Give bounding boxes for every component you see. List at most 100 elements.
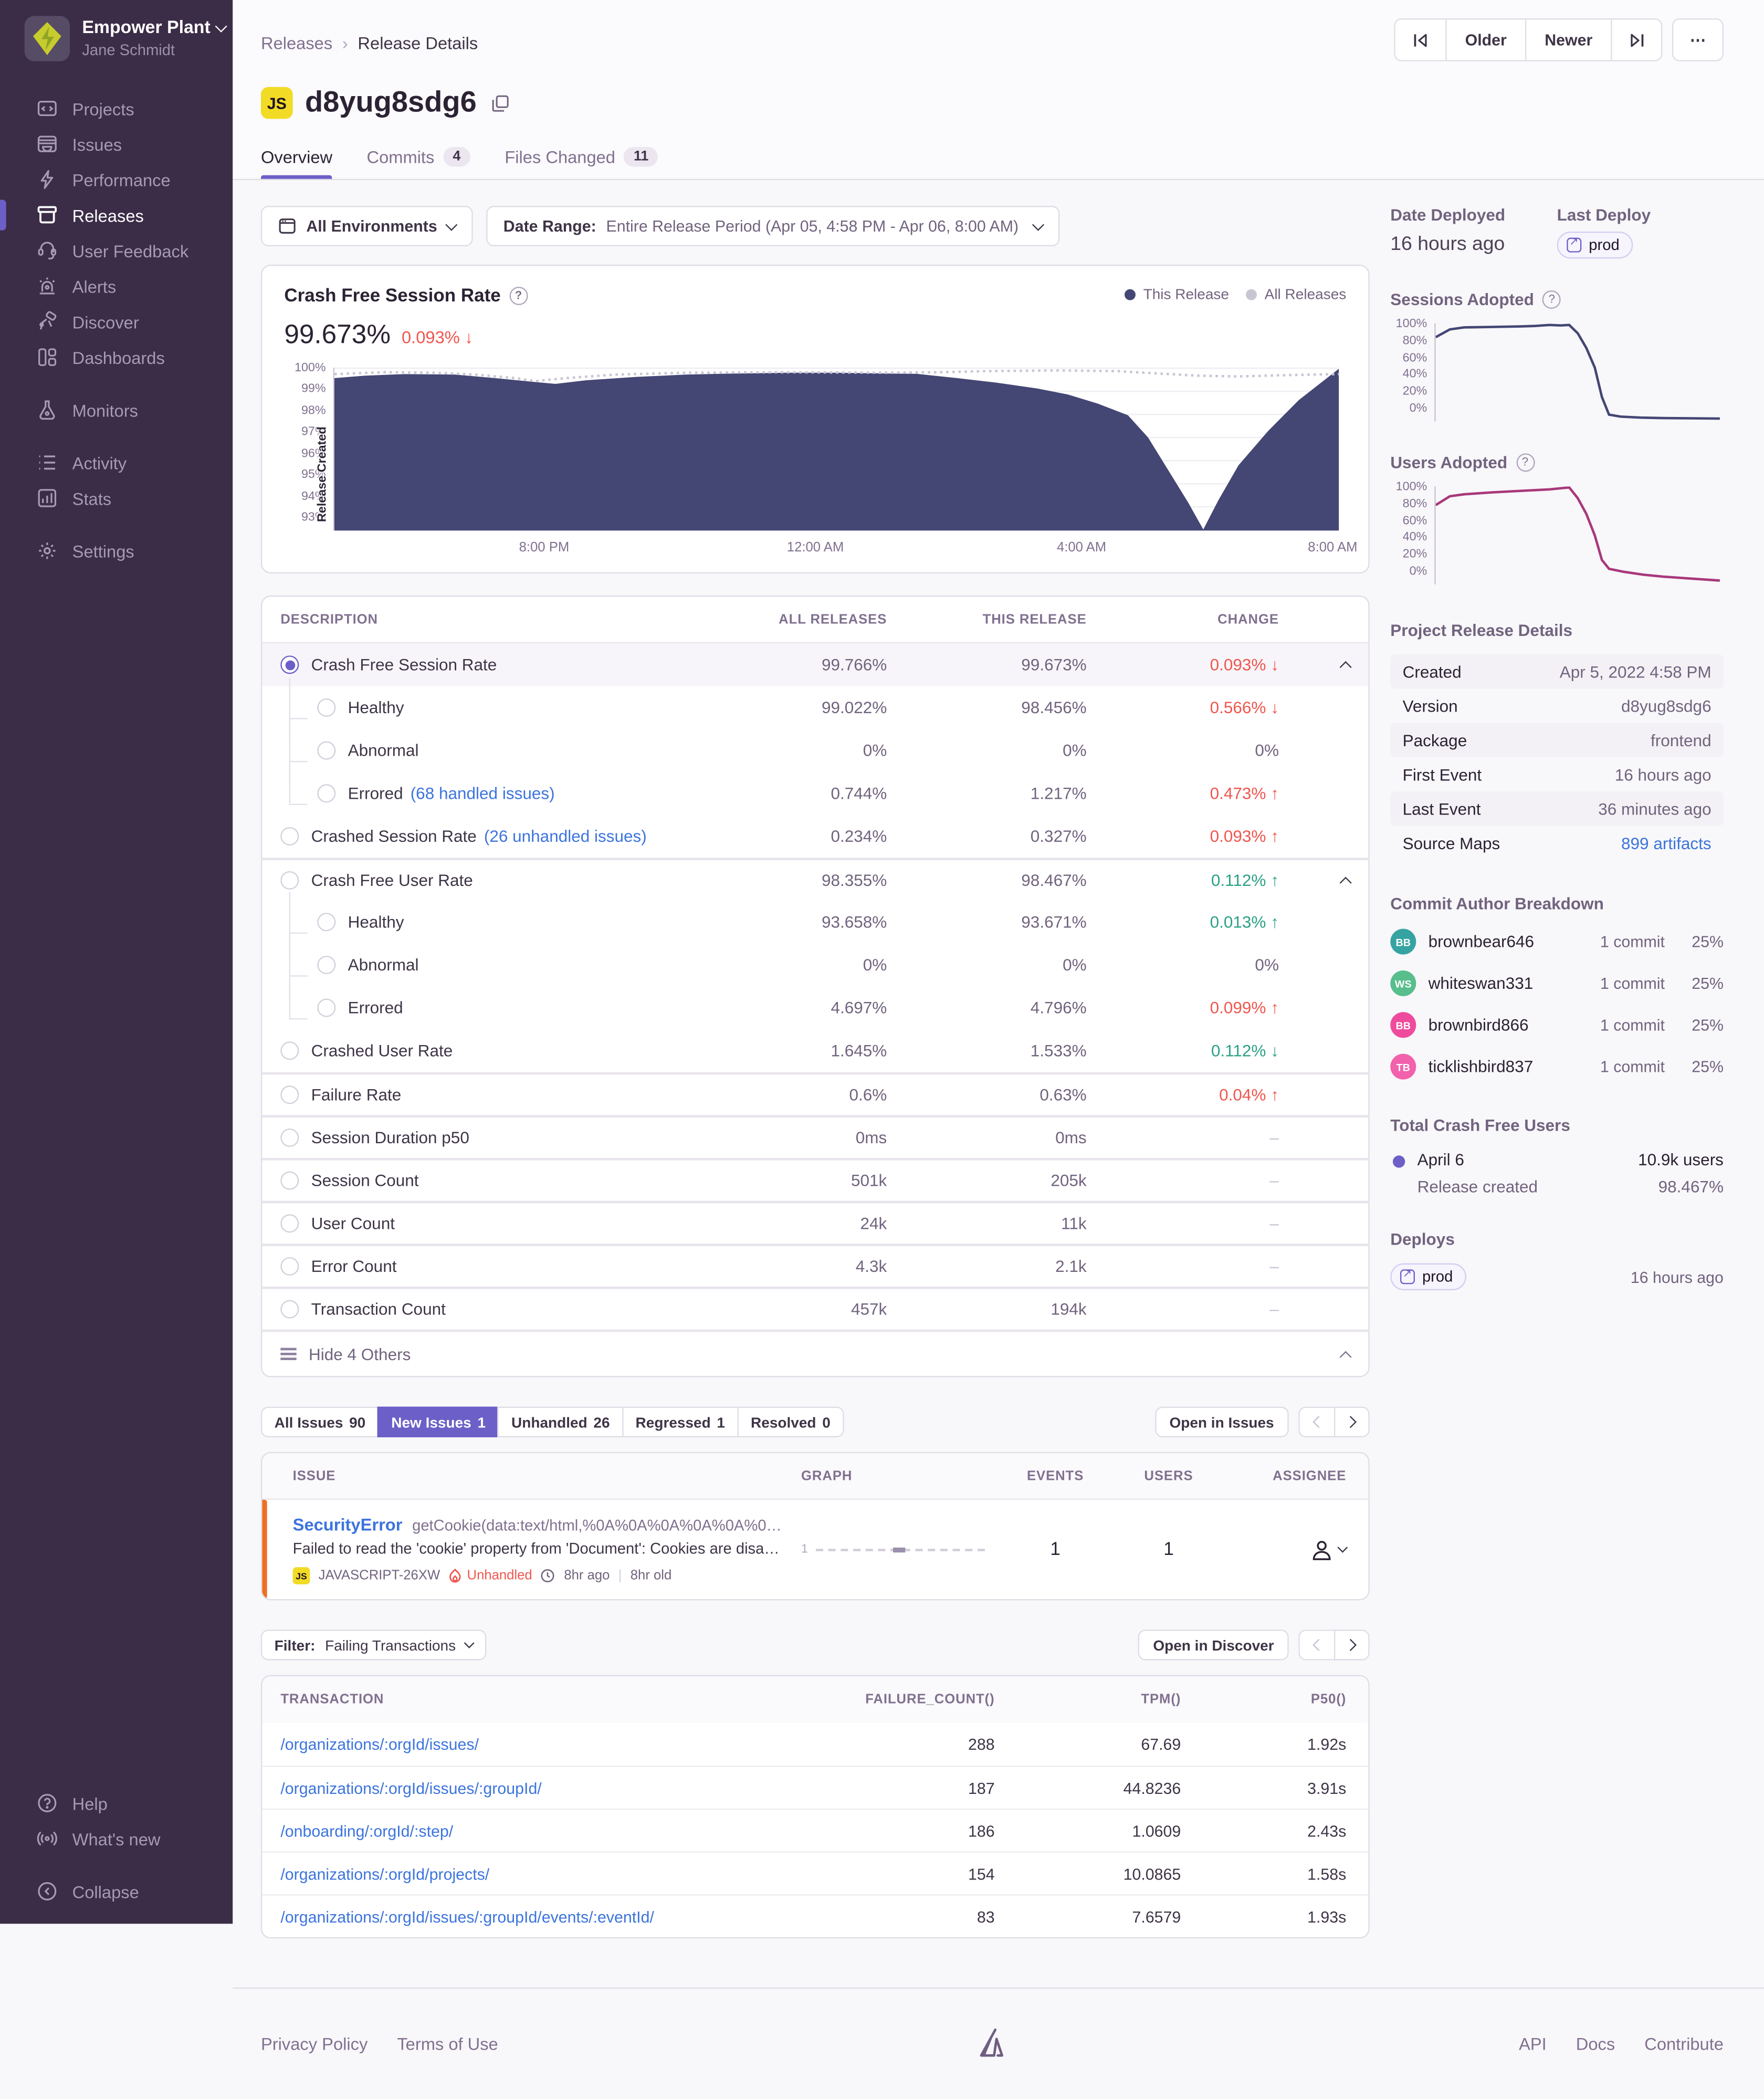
radio[interactable] [280, 1300, 299, 1319]
sidebar-item-stats[interactable]: Stats [0, 481, 233, 516]
metric-row-crashed-session-rate[interactable]: Crashed Session Rate (26 unhandled issues… [262, 815, 1368, 858]
sidebar-item-help[interactable]: Help [0, 1785, 233, 1821]
metric-row-error-count[interactable]: Error Count 4.3k 2.1k – [262, 1244, 1369, 1287]
sidebar-item-performance[interactable]: Performance [0, 162, 233, 197]
skip-to-last-button[interactable] [1611, 18, 1663, 61]
legend-all-releases[interactable]: All Releases [1246, 286, 1346, 302]
radio[interactable] [280, 1041, 299, 1060]
radio[interactable] [317, 698, 336, 717]
date-range-select[interactable]: Date Range: Entire Release Period (Apr 0… [486, 205, 1059, 246]
tab-resolved[interactable]: Resolved 0 [737, 1406, 844, 1437]
metric-row-user-count[interactable]: User Count 24k 11k – [262, 1200, 1369, 1244]
sidebar-item-releases[interactable]: Releases [0, 197, 233, 233]
unhandled-issues-link[interactable]: (26 unhandled issues) [484, 827, 647, 845]
radio[interactable] [317, 998, 336, 1017]
sidebar-item-settings[interactable]: Settings [0, 533, 233, 569]
handled-issues-link[interactable]: (68 handled issues) [410, 784, 555, 803]
legend-this-release[interactable]: This Release [1125, 286, 1229, 302]
sidebar-item-dashboards[interactable]: Dashboards [0, 339, 233, 375]
assignee-dropdown[interactable] [1224, 1537, 1348, 1562]
tab-regressed[interactable]: Regressed 1 [622, 1406, 738, 1437]
radio[interactable] [317, 955, 336, 974]
radio[interactable] [317, 784, 336, 803]
next-page-button[interactable] [1334, 1630, 1370, 1661]
tab-all-issues[interactable]: All Issues 90 [260, 1406, 378, 1437]
org-switcher[interactable]: Empower Plant Jane Schmidt [0, 0, 233, 61]
metric-row-crash-free-user-rate[interactable]: Crash Free User Rate 98.355% 98.467% 0.1… [262, 858, 1369, 901]
more-options-button[interactable]: ⋯ [1672, 18, 1724, 61]
radio[interactable] [280, 871, 299, 890]
environment-select[interactable]: All Environments [260, 205, 473, 246]
transaction-link[interactable]: /organizations/:orgId/projects/ [280, 1864, 490, 1883]
transaction-link[interactable]: /organizations/:orgId/issues/:groupId/ [280, 1778, 542, 1797]
metric-row-healthy-sessions[interactable]: Healthy 99.022% 98.456% 0.566% ↓ [262, 677, 1368, 742]
older-button[interactable]: Older [1445, 18, 1525, 61]
sidebar-item-alerts[interactable]: Alerts [0, 268, 233, 304]
api-link[interactable]: API [1519, 2034, 1547, 2054]
sidebar-item-projects[interactable]: Projects [0, 91, 233, 127]
terms-of-use-link[interactable]: Terms of Use [397, 2034, 498, 2054]
contribute-link[interactable]: Contribute [1644, 2034, 1724, 2054]
tab-unhandled[interactable]: Unhandled 26 [498, 1406, 622, 1437]
metric-row-crashed-user-rate[interactable]: Crashed User Rate 1.645% 1.533% 0.112% ↓ [262, 1029, 1368, 1072]
docs-link[interactable]: Docs [1576, 2034, 1615, 2054]
deploy-env-badge[interactable]: prod [1557, 231, 1633, 259]
sidebar-item-user-feedback[interactable]: User Feedback [0, 233, 233, 268]
radio[interactable] [280, 1171, 299, 1190]
metric-row-session-count[interactable]: Session Count 501k 205k – [262, 1157, 1369, 1201]
next-page-button[interactable] [1334, 1406, 1370, 1437]
metric-row-failure-rate[interactable]: Failure Rate 0.6% 0.63% 0.04% ↑ [262, 1072, 1369, 1115]
issue-row[interactable]: SecurityError getCookie(data:text/html,%0… [262, 1499, 1369, 1599]
metric-row-errored-sessions[interactable]: Errored (68 handled issues) 0.744% 1.217%… [262, 763, 1368, 815]
hide-others-button[interactable]: Hide 4 Others [262, 1329, 1369, 1376]
help-question-icon[interactable]: ? [1516, 453, 1535, 472]
deploy-env-badge[interactable]: prod [1390, 1263, 1467, 1290]
sidebar-item-issues[interactable]: Issues [0, 126, 233, 162]
metric-row-session-duration-p50[interactable]: Session Duration p50 0ms 0ms – [262, 1115, 1369, 1158]
transaction-link[interactable]: /organizations/:orgId/issues/ [280, 1735, 479, 1753]
radio[interactable] [280, 827, 299, 845]
radio[interactable] [280, 1214, 299, 1233]
metric-row-crash-free-session-rate[interactable]: Crash Free Session Rate 99.766% 99.673% … [262, 643, 1369, 686]
transaction-link[interactable]: /onboarding/:orgId/:step/ [280, 1821, 454, 1840]
radio-selected[interactable] [280, 655, 299, 674]
commit-authors-list: BB brownbear646 1 commit 25% WS whiteswan… [1390, 928, 1724, 1080]
sidebar-item-monitors[interactable]: Monitors [0, 392, 233, 428]
radio[interactable] [317, 741, 336, 760]
newer-button[interactable]: Newer [1525, 18, 1611, 61]
breadcrumb-releases[interactable]: Releases [260, 33, 333, 53]
radio[interactable] [280, 1128, 299, 1147]
transactions-filter-select[interactable]: Filter: Failing Transactions [260, 1630, 487, 1661]
tab-files-changed[interactable]: Files Changed 11 [505, 147, 659, 179]
issue-title-link[interactable]: SecurityError [292, 1514, 403, 1534]
copy-icon[interactable] [491, 93, 510, 112]
metric-row-transaction-count[interactable]: Transaction Count 457k 194k – [262, 1286, 1369, 1330]
help-question-icon[interactable]: ? [509, 286, 528, 305]
metric-row-healthy-users[interactable]: Healthy 93.658% 93.671% 0.013% ↑ [262, 892, 1368, 956]
prev-page-button[interactable] [1298, 1630, 1334, 1661]
detail-row-package: Package frontend [1390, 723, 1724, 757]
tab-commits[interactable]: Commits 4 [366, 147, 470, 179]
collapse-chevron-icon[interactable] [1339, 661, 1352, 674]
sidebar-item-discover[interactable]: Discover [0, 304, 233, 340]
metric-row-abnormal-users[interactable]: Abnormal 0% 0% 0% [262, 935, 1368, 999]
prev-page-button[interactable] [1298, 1406, 1334, 1437]
open-in-discover-button[interactable]: Open in Discover [1138, 1630, 1289, 1661]
sidebar-item-whats-new[interactable]: What's new [0, 1821, 233, 1856]
tab-overview[interactable]: Overview [260, 147, 333, 179]
skip-to-first-button[interactable] [1394, 18, 1446, 61]
radio[interactable] [317, 913, 336, 932]
radio[interactable] [280, 1257, 299, 1276]
metric-row-errored-users[interactable]: Errored 4.697% 4.796% 0.099% ↑ [262, 977, 1368, 1029]
help-question-icon[interactable]: ? [1542, 290, 1561, 309]
metric-row-abnormal-sessions[interactable]: Abnormal 0% 0% 0% [262, 720, 1368, 785]
sidebar-item-activity[interactable]: Activity [0, 445, 233, 481]
sidebar-collapse-button[interactable]: Collapse [0, 1874, 233, 1909]
tab-new-issues[interactable]: New Issues 1 [377, 1406, 498, 1437]
privacy-policy-link[interactable]: Privacy Policy [260, 2034, 368, 2054]
external-link-icon [1400, 1267, 1415, 1285]
open-in-issues-button[interactable]: Open in Issues [1154, 1406, 1289, 1437]
artifacts-link[interactable]: 899 artifacts [1621, 833, 1712, 852]
radio[interactable] [280, 1085, 299, 1104]
collapse-chevron-icon[interactable] [1339, 876, 1352, 889]
